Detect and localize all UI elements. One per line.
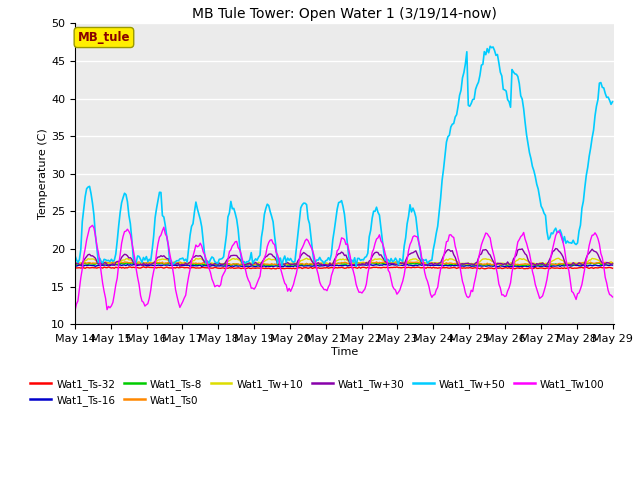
Text: MB_tule: MB_tule: [77, 31, 130, 44]
Title: MB Tule Tower: Open Water 1 (3/19/14-now): MB Tule Tower: Open Water 1 (3/19/14-now…: [192, 7, 497, 21]
Legend: Wat1_Ts-32, Wat1_Ts-16, Wat1_Ts-8, Wat1_Ts0, Wat1_Tw+10, Wat1_Tw+30, Wat1_Tw+50,: Wat1_Ts-32, Wat1_Ts-16, Wat1_Ts-8, Wat1_…: [26, 374, 609, 410]
Y-axis label: Temperature (C): Temperature (C): [38, 129, 49, 219]
X-axis label: Time: Time: [331, 347, 358, 357]
